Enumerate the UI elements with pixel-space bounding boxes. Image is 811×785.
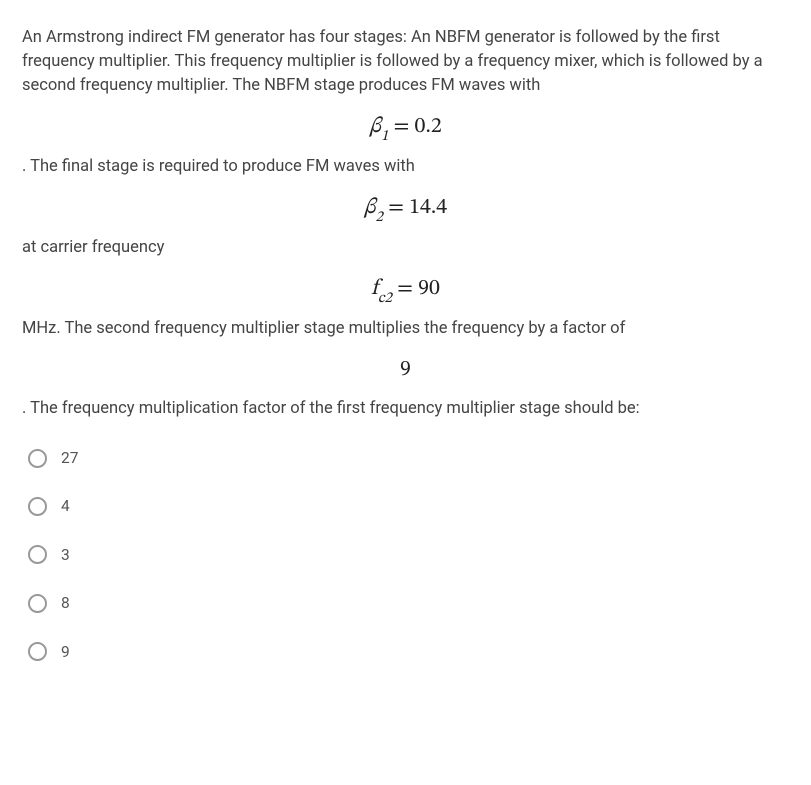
eq1-rhs: = 0.2 <box>388 116 441 138</box>
eq3-subscript: c2 <box>378 291 392 306</box>
eq2-rhs: = 14.4 <box>383 197 447 219</box>
eq3-symbol: f <box>371 278 378 300</box>
option-3[interactable]: 8 <box>22 592 789 614</box>
option-label: 3 <box>61 544 70 566</box>
question-paragraph-3: at carrier frequency <box>22 236 789 260</box>
eq2-subscript: 2 <box>375 210 382 225</box>
question-paragraph-4: MHz. The second frequency multiplier sta… <box>22 317 789 341</box>
radio-icon <box>28 545 47 564</box>
radio-icon <box>28 497 47 516</box>
question-paragraph-5: . The frequency multiplication factor of… <box>22 397 789 421</box>
option-4[interactable]: 9 <box>22 641 789 663</box>
radio-icon <box>28 642 47 661</box>
eq1-subscript: 1 <box>381 129 388 144</box>
options-group: 27 4 3 8 9 <box>22 447 789 663</box>
option-1[interactable]: 4 <box>22 495 789 517</box>
option-0[interactable]: 27 <box>22 447 789 469</box>
eq1-symbol: β <box>369 116 381 138</box>
question-paragraph-2: . The final stage is required to produce… <box>22 155 789 179</box>
eq2-symbol: β <box>364 197 376 219</box>
question-body: An Armstrong indirect FM generator has f… <box>22 26 789 421</box>
equation-fc2: fc2 = 90 <box>22 274 789 307</box>
radio-icon <box>28 449 47 468</box>
option-label: 4 <box>61 495 70 517</box>
option-label: 27 <box>61 447 78 469</box>
equation-beta2: β2 = 14.4 <box>22 193 789 226</box>
radio-icon <box>28 594 47 613</box>
equation-beta1: β1 = 0.2 <box>22 112 789 145</box>
eq3-rhs: = 90 <box>392 278 440 300</box>
option-label: 9 <box>61 641 70 663</box>
equation-factor-9: 9 <box>22 355 789 387</box>
question-paragraph-1: An Armstrong indirect FM generator has f… <box>22 26 789 98</box>
option-label: 8 <box>61 592 70 614</box>
eq4-value: 9 <box>400 359 411 381</box>
option-2[interactable]: 3 <box>22 544 789 566</box>
